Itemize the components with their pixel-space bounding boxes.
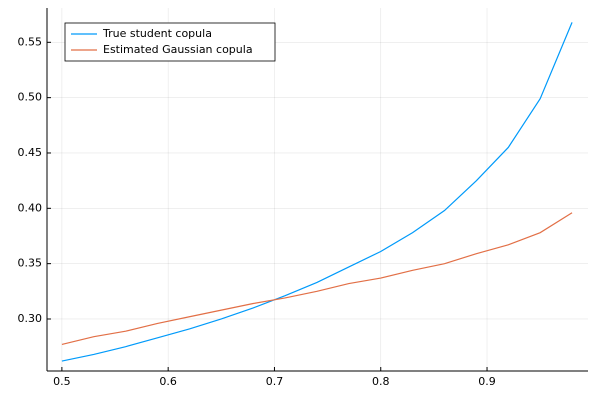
legend-label: Estimated Gaussian copula [103,43,253,56]
y-tick-label: 0.35 [18,257,43,270]
y-tick-label: 0.40 [18,201,43,214]
x-tick-label: 0.9 [478,375,496,388]
line-series [61,212,573,346]
y-tick-label: 0.30 [18,312,43,325]
x-tick-label: 0.6 [159,375,177,388]
line-series [61,22,573,362]
y-tick-label: 0.55 [18,35,43,48]
legend-box [64,22,276,62]
x-tick-label: 0.5 [53,375,71,388]
y-tick-label: 0.50 [18,91,43,104]
y-tick-label: 0.45 [18,146,43,159]
x-tick-label: 0.7 [266,375,284,388]
x-tick-label: 0.8 [372,375,390,388]
legend: True student copula Estimated Gaussian co… [64,22,276,62]
legend-label: True student copula [102,27,212,40]
